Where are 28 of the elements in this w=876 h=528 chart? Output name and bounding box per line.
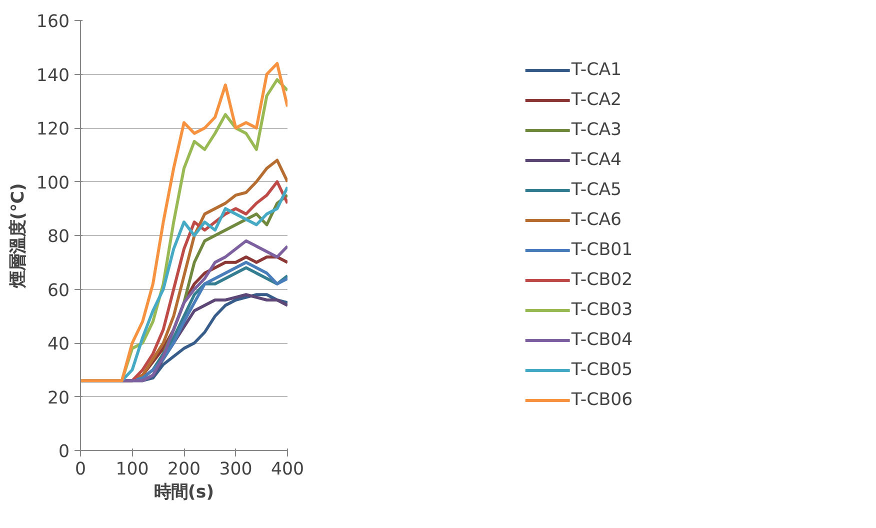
legend-label: T-CA1 bbox=[571, 60, 622, 80]
legend-label: T-CB02 bbox=[571, 270, 633, 290]
y-tick-label: 80 bbox=[47, 227, 70, 247]
y-tick-label: 20 bbox=[47, 388, 70, 408]
x-tick-label: 0 bbox=[74, 460, 86, 480]
y-axis-title: 煙層溫度(℃) bbox=[8, 183, 28, 289]
x-axis-title: 時間(s) bbox=[154, 482, 214, 502]
y-tick-label: 140 bbox=[36, 66, 70, 86]
x-tick-label: 200 bbox=[167, 460, 201, 480]
legend-label: T-CA6 bbox=[571, 210, 622, 230]
legend-label: T-CB01 bbox=[571, 240, 633, 260]
x-tick-label: 300 bbox=[219, 460, 252, 480]
y-tick-label: 100 bbox=[36, 173, 70, 194]
legend-label: T-CB03 bbox=[571, 300, 633, 320]
legend-label: T-CA4 bbox=[571, 150, 622, 170]
legend-label: T-CB04 bbox=[571, 330, 633, 350]
legend-label: T-CA2 bbox=[571, 90, 622, 110]
y-tick-label: 120 bbox=[36, 120, 70, 140]
y-tick-label: 60 bbox=[47, 280, 70, 301]
x-tick-label: 400 bbox=[270, 460, 304, 480]
legend-label: T-CA3 bbox=[571, 120, 622, 140]
legend-label: T-CB06 bbox=[571, 390, 633, 410]
y-tick-label: 160 bbox=[36, 12, 70, 32]
x-tick-label: 100 bbox=[116, 460, 149, 480]
legend-label: T-CB05 bbox=[571, 360, 633, 380]
y-tick-label: 0 bbox=[58, 442, 70, 462]
legend-label: T-CA5 bbox=[571, 180, 622, 200]
y-tick-label: 40 bbox=[47, 334, 70, 354]
